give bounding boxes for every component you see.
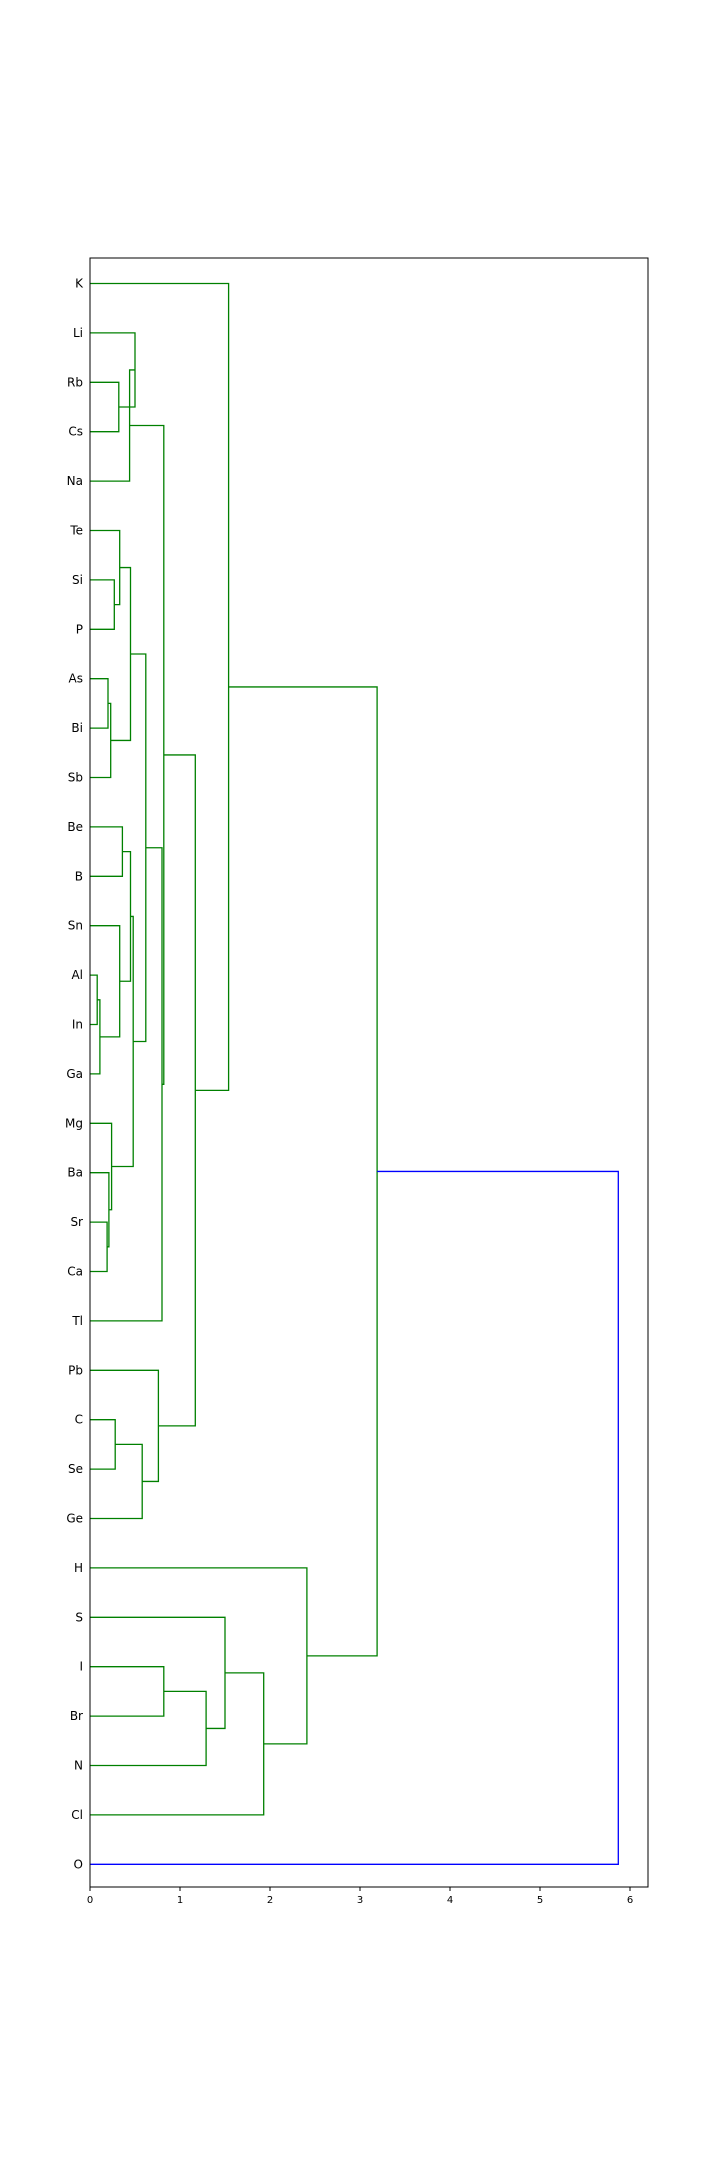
leaf-label-Ga: Ga — [66, 1067, 83, 1081]
leaf-label-Pb: Pb — [68, 1363, 83, 1377]
link-3 — [90, 369, 135, 482]
x-tick-label-4: 4 — [447, 1895, 453, 1906]
leaf-label-N: N — [74, 1759, 83, 1773]
link-13 — [119, 850, 132, 982]
x-tick-label-5: 5 — [537, 1895, 543, 1906]
link-27 — [90, 1690, 207, 1767]
x-tick-label-0: 0 — [87, 1895, 93, 1906]
leaf-label-H: H — [74, 1561, 83, 1575]
link-15 — [90, 1172, 110, 1248]
leaf-label-Be: Be — [67, 820, 83, 834]
leaf-labels: K Li Rb Cs Na Te Si P As Bi Sb Be B Sn Al In Ga Mg Ba Sr Ca T… — [65, 277, 84, 1872]
leaf-label-I: I — [79, 1660, 83, 1674]
link-5 — [90, 529, 121, 606]
link-20 — [129, 424, 165, 1085]
link-2 — [90, 332, 136, 408]
leaf-label-Tl: Tl — [71, 1314, 83, 1328]
link-10 — [90, 999, 101, 1075]
plot-frame — [89, 257, 649, 1888]
leaf-label-Na: Na — [67, 474, 83, 488]
link-6 — [90, 678, 109, 729]
x-axis-ticks: 0 1 2 3 4 5 6 — [87, 1887, 633, 1906]
leaf-label-In: In — [72, 1018, 83, 1032]
link-29 — [90, 1672, 265, 1816]
leaf-label-Li: Li — [73, 326, 83, 340]
x-tick-label-6: 6 — [627, 1895, 633, 1906]
x-tick-label-3: 3 — [357, 1895, 363, 1906]
leaf-label-Sb: Sb — [68, 771, 83, 785]
link-4 — [90, 579, 115, 630]
leaf-label-Br: Br — [70, 1709, 83, 1723]
link-9 — [90, 974, 98, 1026]
leaf-label-S: S — [75, 1610, 83, 1624]
link-14 — [90, 1221, 108, 1273]
leaf-label-Te: Te — [69, 524, 83, 538]
x-tick-label-2: 2 — [267, 1895, 273, 1906]
link-28 — [90, 1616, 226, 1730]
link-19 — [90, 847, 163, 1322]
leaf-label-Ca: Ca — [67, 1265, 83, 1279]
link-21 — [90, 1419, 116, 1470]
link-32 — [90, 1170, 619, 1865]
dendrogram-links — [90, 282, 619, 1865]
leaf-label-B: B — [75, 869, 83, 883]
leaf-label-Al: Al — [71, 968, 83, 982]
leaf-label-Sr: Sr — [70, 1215, 83, 1229]
leaf-label-K: K — [75, 277, 84, 291]
leaf-label-O: O — [74, 1857, 83, 1871]
leaf-label-As: As — [69, 672, 83, 686]
link-26 — [90, 1666, 165, 1717]
leaf-label-P: P — [76, 622, 83, 636]
leaf-label-Rb: Rb — [67, 375, 83, 389]
link-22 — [90, 1443, 143, 1520]
leaf-label-Se: Se — [68, 1462, 83, 1476]
leaf-label-Cl: Cl — [71, 1808, 83, 1822]
link-12 — [90, 826, 124, 877]
link-1 — [90, 381, 120, 433]
leaf-label-Ba: Ba — [67, 1166, 83, 1180]
leaf-label-Bi: Bi — [71, 721, 83, 735]
x-tick-label-1: 1 — [177, 1895, 183, 1906]
leaf-label-C: C — [75, 1413, 83, 1427]
link-25 — [90, 282, 230, 1092]
link-31 — [228, 686, 378, 1657]
leaf-label-Cs: Cs — [68, 425, 83, 439]
leaf-label-Sn: Sn — [68, 919, 83, 933]
link-23 — [90, 1369, 160, 1483]
leaf-label-Ge: Ge — [66, 1512, 83, 1526]
leaf-label-Si: Si — [72, 573, 83, 587]
leaf-label-Mg: Mg — [65, 1116, 83, 1130]
link-11 — [90, 925, 121, 1038]
link-30 — [90, 1567, 308, 1745]
